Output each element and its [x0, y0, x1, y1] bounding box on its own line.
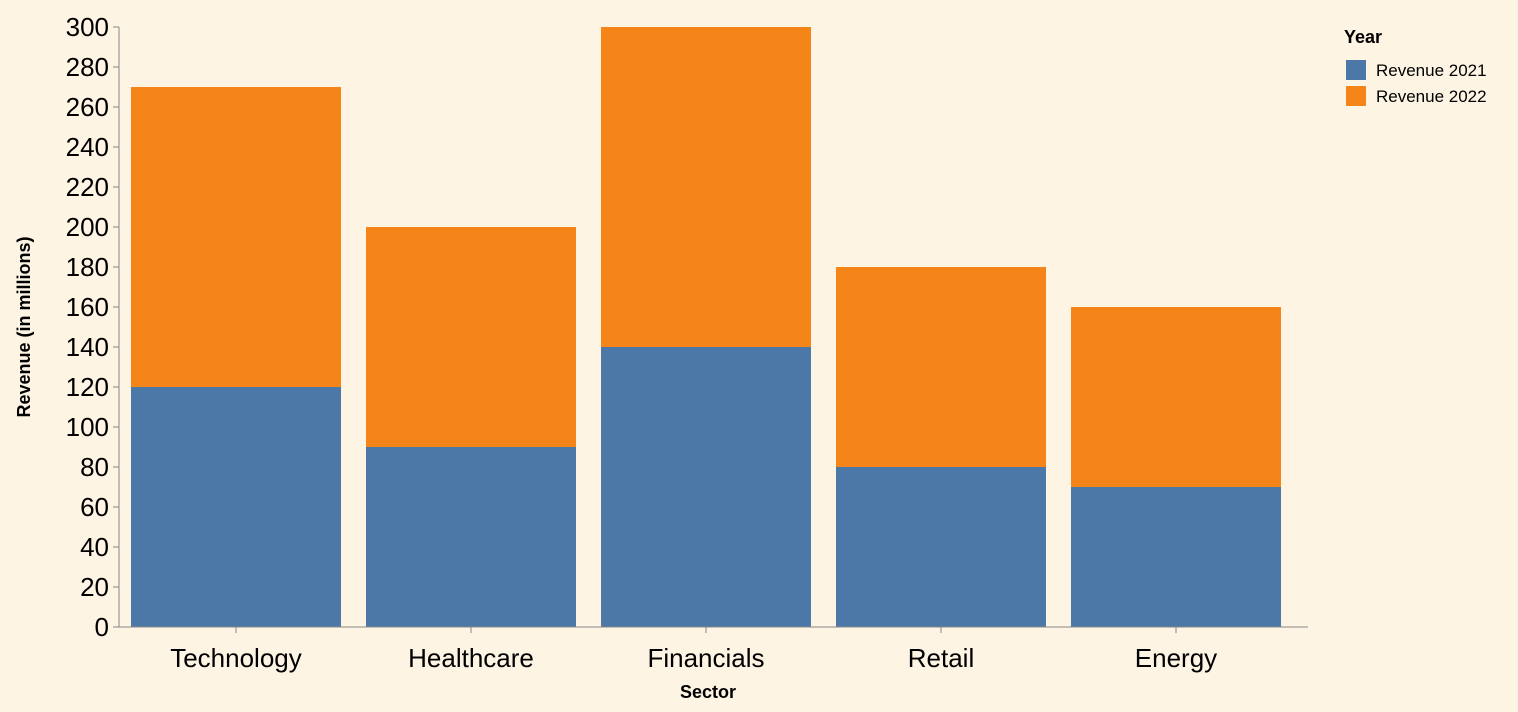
y-tick-label: 180: [66, 252, 109, 282]
bar-financials-series-1: [601, 347, 811, 627]
bar-financials-series-2: [601, 27, 811, 347]
y-axis: 0 20 40 60 80 100 120 140 160 180 200 220 240 260 280 3…: [66, 12, 120, 642]
y-tick-label: 200: [66, 212, 109, 242]
x-axis-title: Sector: [680, 682, 736, 702]
y-axis-title: Revenue (in millions): [14, 236, 34, 417]
y-tick-label: 40: [80, 532, 109, 562]
bar-healthcare-series-1: [366, 447, 576, 627]
y-tick-label: 220: [66, 172, 109, 202]
x-tick-label: Retail: [908, 643, 974, 673]
y-tick-label: 20: [80, 572, 109, 602]
y-tick-label: 240: [66, 132, 109, 162]
bar-technology-series-2: [131, 87, 341, 387]
y-tick-label: 140: [66, 332, 109, 362]
y-tick-label: 100: [66, 412, 109, 442]
y-tick-label: 260: [66, 92, 109, 122]
y-tick-label: 280: [66, 52, 109, 82]
y-tick-label: 300: [66, 12, 109, 42]
y-tick-label: 160: [66, 292, 109, 322]
legend-swatch: [1346, 60, 1366, 80]
y-tick-label: 0: [95, 612, 109, 642]
legend: Year Revenue 2021 Revenue 2022: [1344, 27, 1487, 106]
x-axis: Technology Healthcare Financials Retail Ener…: [119, 626, 1308, 673]
bar-retail-series-2: [836, 267, 1046, 467]
y-tick-label: 80: [80, 452, 109, 482]
x-tick-label: Financials: [647, 643, 764, 673]
x-tick-label: Healthcare: [408, 643, 534, 673]
bar-energy-series-2: [1071, 307, 1281, 487]
bar-retail-series-1: [836, 467, 1046, 627]
x-tick-label: Energy: [1135, 643, 1217, 673]
bar-healthcare-series-2: [366, 227, 576, 447]
legend-title: Year: [1344, 27, 1382, 47]
bar-energy-series-1: [1071, 487, 1281, 627]
x-tick-label: Technology: [170, 643, 302, 673]
legend-label: Revenue 2021: [1376, 61, 1487, 80]
y-tick-label: 60: [80, 492, 109, 522]
bars-layer: [131, 27, 1281, 627]
legend-swatch: [1346, 86, 1366, 106]
bar-technology-series-1: [131, 387, 341, 627]
y-tick-label: 120: [66, 372, 109, 402]
legend-label: Revenue 2022: [1376, 87, 1487, 106]
